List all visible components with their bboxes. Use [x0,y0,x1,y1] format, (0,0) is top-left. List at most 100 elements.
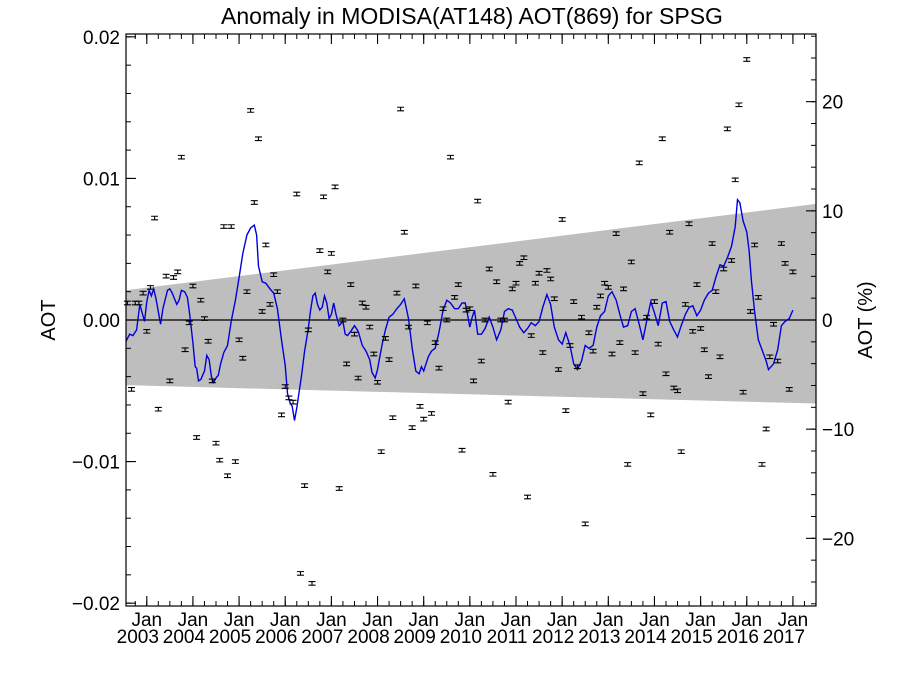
x-tick-month-9: Jan [547,610,578,631]
data-point-109 [550,296,558,302]
data-point-41 [285,395,293,401]
data-point-133 [643,314,651,320]
data-point-44 [296,571,304,576]
data-point-137 [658,136,666,142]
data-point-149 [704,374,712,379]
data-point-42 [289,399,297,405]
data-point-105 [535,270,543,276]
data-point-53 [335,486,343,491]
data-point-48 [316,248,324,253]
x-tick-month-1: Jan [178,610,209,631]
data-point-12 [174,269,182,275]
y2-tick-label-2: 0 [822,311,833,332]
data-point-29 [239,355,247,361]
y-tick-label-4: 0.02 [83,28,120,49]
data-point-7 [151,215,159,221]
data-point-27 [231,459,239,464]
data-point-101 [520,255,528,261]
data-point-89 [474,198,482,204]
x-tick-year-13: 2016 [717,627,759,648]
data-point-171 [789,269,797,275]
data-point-71 [404,324,412,330]
x-tick-year-12: 2015 [670,627,712,648]
data-point-43 [293,191,301,197]
data-point-58 [354,375,362,381]
x-tick-year-5: 2008 [347,627,389,648]
data-point-17 [193,435,201,440]
data-point-10 [166,378,174,384]
data-point-142 [677,449,685,455]
data-point-30 [243,289,251,295]
data-point-84 [454,282,462,287]
x-tick-year-8: 2011 [487,627,528,648]
data-point-145 [689,328,697,334]
data-point-108 [547,276,555,282]
axes-layer: −0.02−0.010.000.010.02−20−1001020Jan2003… [72,28,854,648]
data-point-20 [204,338,212,344]
y2-tick-label-4: 20 [822,93,843,114]
data-point-55 [343,361,351,367]
data-point-28 [235,337,243,343]
x-tick-month-10: Jan [593,610,624,631]
data-point-15 [185,320,193,326]
data-point-34 [258,309,266,314]
data-point-83 [451,294,459,300]
data-point-77 [428,411,436,416]
data-point-154 [723,126,731,132]
data-point-65 [381,336,389,341]
data-point-75 [420,416,428,422]
x-tick-year-3: 2006 [255,627,297,648]
data-point-64 [377,449,385,455]
data-point-151 [712,289,720,295]
data-point-87 [466,306,474,312]
x-tick-year-9: 2012 [532,627,574,648]
data-point-114 [570,299,578,304]
data-point-36 [266,302,274,307]
data-point-143 [681,302,689,307]
data-point-140 [670,385,678,391]
data-point-125 [612,231,620,236]
data-point-23 [216,457,224,463]
data-point-82 [446,154,454,160]
data-point-141 [674,388,682,394]
data-point-153 [720,266,728,272]
x-tick-year-11: 2014 [624,627,667,648]
data-point-51 [327,251,335,256]
data-point-160 [746,309,754,314]
data-point-47 [308,580,316,586]
data-point-39 [278,412,286,418]
data-point-134 [647,412,655,418]
data-point-126 [616,340,624,346]
data-point-0 [123,300,131,306]
data-point-117 [581,521,589,527]
y-tick-label-2: 0.00 [83,311,120,332]
data-point-85 [458,447,466,453]
data-point-45 [301,483,309,489]
x-tick-year-4: 2007 [301,627,343,648]
data-point-100 [516,261,524,266]
data-point-16 [189,283,197,289]
data-point-138 [662,371,670,377]
data-point-11 [170,275,178,280]
data-point-60 [362,304,370,310]
data-point-6 [146,285,154,290]
data-point-139 [666,229,674,235]
data-point-135 [650,299,658,304]
data-point-86 [462,307,470,313]
data-point-78 [431,340,439,346]
data-point-63 [374,379,382,385]
data-point-104 [531,280,539,286]
data-point-111 [558,217,566,222]
data-point-49 [320,194,328,200]
data-point-21 [208,378,216,384]
x-tick-year-14: 2017 [763,627,805,648]
x-tick-month-2: Jan [224,610,255,631]
x-tick-month-5: Jan [362,610,393,631]
x-tick-month-6: Jan [408,610,439,631]
data-point-169 [781,261,789,266]
data-point-119 [589,348,597,354]
data-point-56 [347,282,355,287]
data-point-91 [481,317,489,323]
data-point-90 [477,358,485,364]
